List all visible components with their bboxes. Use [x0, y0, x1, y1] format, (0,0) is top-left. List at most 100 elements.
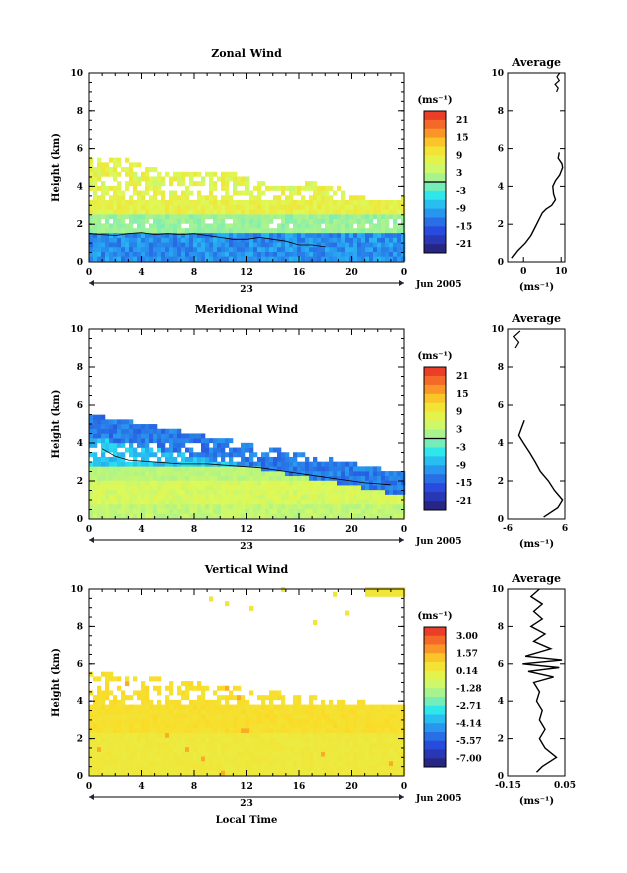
heatmap-cell — [353, 466, 358, 472]
heatmap-cell — [113, 461, 118, 467]
heatmap-cell — [369, 228, 374, 234]
heatmap-cell — [285, 223, 290, 229]
heatmap-cell — [341, 228, 346, 234]
heatmap-cell — [201, 466, 206, 472]
heatmap-cell — [209, 466, 214, 472]
heatmap-cell — [181, 718, 186, 724]
heatmap-cell — [397, 204, 402, 210]
heatmap-cell — [97, 471, 102, 477]
heatmap-cell — [133, 690, 138, 696]
heatmap-cell — [257, 704, 262, 710]
heatmap-cell — [289, 756, 294, 762]
heatmap-cell — [125, 209, 130, 215]
heatmap-cell — [105, 204, 110, 210]
heatmap-cell — [249, 494, 254, 500]
heatmap-cell — [273, 209, 278, 215]
heatmap-cell — [265, 746, 270, 752]
heatmap-cell — [177, 489, 182, 495]
heatmap-cell — [389, 471, 394, 477]
heatmap-cell — [173, 209, 178, 215]
heatmap-cell — [237, 746, 242, 752]
heatmap-cell — [309, 232, 314, 238]
heatmap-cell — [309, 223, 314, 229]
heatmap-cell — [329, 728, 334, 734]
heatmap-cell — [93, 508, 98, 514]
heatmap-cell — [225, 765, 230, 771]
heatmap-cell — [345, 223, 350, 229]
heatmap-cell — [185, 251, 190, 257]
heatmap-cell — [345, 503, 350, 509]
heatmap-cell — [381, 251, 386, 257]
heatmap-cell — [317, 242, 322, 248]
heatmap-cell — [173, 223, 178, 229]
heatmap-cell — [381, 746, 386, 752]
heatmap-cell — [141, 218, 146, 224]
heatmap-cell — [165, 760, 170, 766]
heatmap-cell — [345, 480, 350, 486]
heatmap-cell — [173, 499, 178, 505]
heatmap-cell — [329, 732, 334, 738]
heatmap-cell — [381, 709, 386, 715]
heatmap-cell — [117, 419, 122, 425]
heatmap-cell — [161, 742, 166, 748]
heatmap-cell — [213, 181, 218, 187]
heatmap-cell — [141, 171, 146, 177]
heatmap-cell — [93, 489, 98, 495]
heatmap-cell — [293, 513, 298, 519]
heatmap-cell — [89, 770, 94, 776]
heatmap-cell — [333, 466, 338, 472]
heatmap-cell — [137, 195, 142, 201]
heatmap-cell — [397, 742, 402, 748]
heatmap-cell — [249, 237, 254, 243]
heatmap-cell — [193, 713, 198, 719]
colorbar-tick-label: -9 — [456, 461, 466, 471]
heatmap-cell — [189, 685, 194, 691]
heatmap-cell — [209, 181, 214, 187]
heatmap-cell — [393, 718, 398, 724]
heatmap-cell — [165, 447, 170, 453]
heatmap-cell — [101, 732, 106, 738]
heatmap-cell — [401, 494, 406, 500]
heatmap-cell — [249, 732, 254, 738]
heatmap-cell — [365, 204, 370, 210]
heatmap-cell — [137, 503, 142, 509]
heatmap-cell — [393, 704, 398, 710]
heatmap-cell — [381, 204, 386, 210]
heatmap-cell — [173, 246, 178, 252]
heatmap-cell — [237, 190, 242, 196]
colorbar-tick-label: -3 — [456, 443, 466, 453]
heatmap-cell — [261, 737, 266, 743]
heatmap-cell — [101, 699, 106, 705]
heatmap-cell — [197, 452, 202, 458]
heatmap-cell — [305, 513, 310, 519]
heatmap-cell — [97, 414, 102, 420]
heatmap-cell — [205, 237, 210, 243]
heatmap-cell — [361, 770, 366, 776]
heatmap-cell — [121, 195, 126, 201]
heatmap-cell — [145, 199, 150, 205]
heatmap-cell — [313, 480, 318, 486]
heatmap-cell — [381, 471, 386, 477]
heatmap-cell — [89, 228, 94, 234]
heatmap-cell — [145, 204, 150, 210]
heatmap-cell — [197, 489, 202, 495]
heatmap-cell — [297, 742, 302, 748]
heatmap-cell — [117, 223, 122, 229]
heatmap-cell — [101, 471, 106, 477]
heatmap-cell — [129, 246, 134, 252]
heatmap-cell — [273, 199, 278, 205]
heatmap-cell — [189, 728, 194, 734]
heatmap-cell — [273, 695, 278, 701]
heatmap-cell — [189, 704, 194, 710]
heatmap-cell — [313, 461, 318, 467]
heatmap-cell — [365, 742, 370, 748]
heatmap-cell — [101, 242, 106, 248]
heatmap-cell — [181, 242, 186, 248]
heatmap-cell — [305, 209, 310, 215]
heatmap-cell — [261, 770, 266, 776]
colorbar-swatch — [424, 244, 446, 254]
heatmap-cell — [281, 499, 286, 505]
heatmap-cell — [337, 466, 342, 472]
heatmap-cell — [317, 209, 322, 215]
heatmap-cell — [389, 508, 394, 514]
